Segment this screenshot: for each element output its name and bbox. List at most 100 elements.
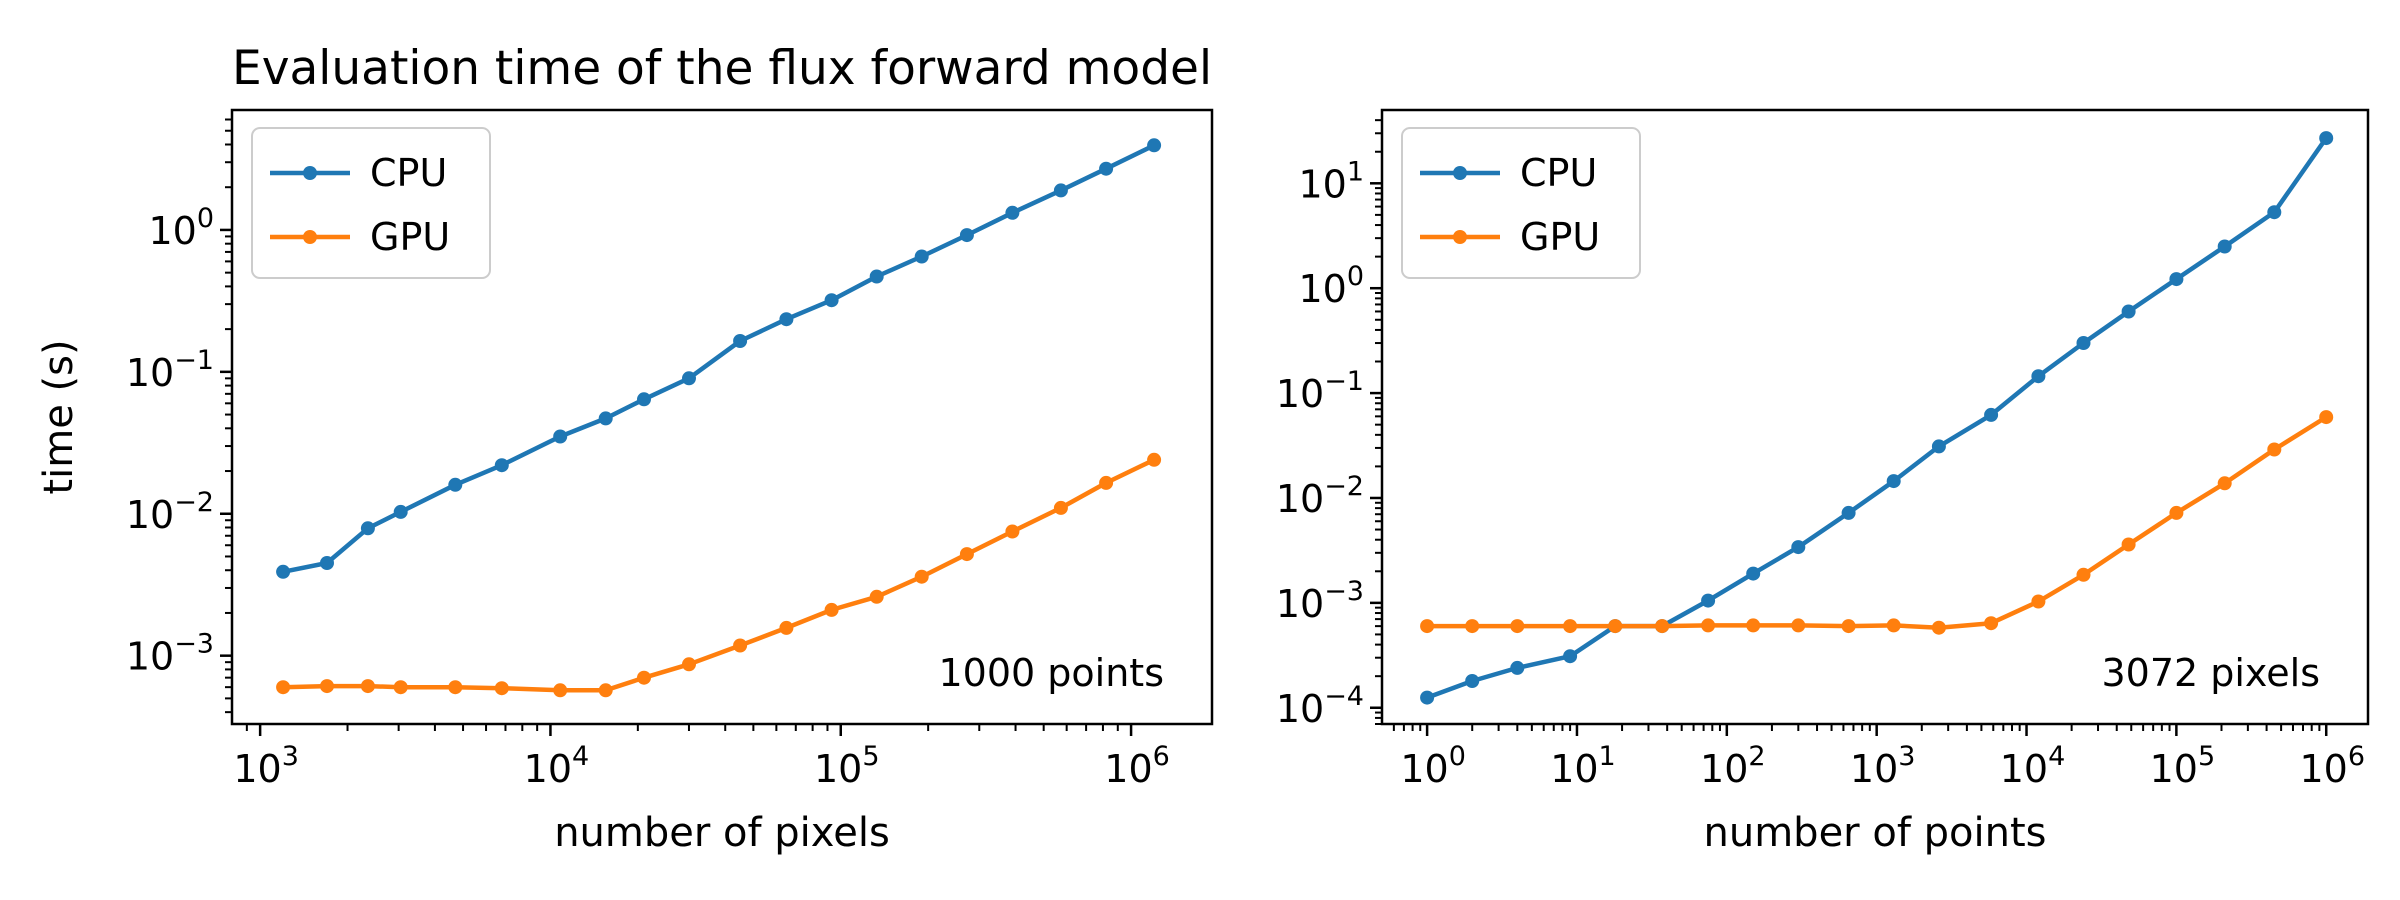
gpu-data-point xyxy=(637,670,651,685)
gpu-data-point xyxy=(1984,616,1999,631)
cpu-data-point xyxy=(637,392,651,407)
gpu-data-point xyxy=(1608,619,1623,634)
x-tick-label: 105 xyxy=(2150,741,2216,791)
cpu-data-point xyxy=(598,411,613,426)
y-tick-label: 10−1 xyxy=(1276,366,1364,416)
cpu-series-line xyxy=(1426,136,2329,700)
y-tick-label: 101 xyxy=(1298,156,1364,206)
gpu-data-point xyxy=(2217,476,2232,491)
cpu-data-point xyxy=(2319,131,2334,146)
gpu-data-point xyxy=(1931,620,1946,635)
gpu-data-point xyxy=(553,683,568,698)
gpu-data-point xyxy=(494,681,509,696)
axes-frame xyxy=(230,108,1214,726)
gpu-data-point xyxy=(779,620,794,635)
cpu-data-point xyxy=(1465,674,1480,688)
gpu-data-point xyxy=(1655,619,1670,634)
cpu-data-point xyxy=(1563,649,1578,664)
gpu-data-point xyxy=(320,679,334,694)
cpu-data-point xyxy=(914,249,929,264)
cpu-data-point xyxy=(360,521,375,536)
cpu-data-point xyxy=(779,312,794,327)
panel-annotation: 3072 pixels xyxy=(2101,651,2320,695)
cpu-data-point xyxy=(1841,505,1856,520)
cpu-data-point xyxy=(1053,183,1068,198)
x-tick-label: 105 xyxy=(814,741,880,791)
x-tick-exponent: 1 xyxy=(1599,741,1616,772)
legend-cpu-marker xyxy=(1453,166,1467,180)
legend-gpu-marker xyxy=(1453,230,1467,244)
x-tick-exponent: 6 xyxy=(1153,741,1170,772)
cpu-data-point xyxy=(733,334,748,348)
legend-gpu-label: GPU xyxy=(370,215,450,259)
cpu-data-point xyxy=(1005,205,1020,220)
gpu-data-point xyxy=(360,679,375,694)
cpu-data-point xyxy=(553,429,568,444)
cpu-data-point xyxy=(2031,369,2046,384)
x-tick-label: 106 xyxy=(1104,741,1170,791)
x-axis-label: number of points xyxy=(1704,810,2047,856)
legend-gpu-label: GPU xyxy=(1520,215,1600,259)
gpu-data-point xyxy=(824,602,839,617)
x-tick-exponent: 3 xyxy=(282,741,299,772)
gpu-data-point xyxy=(1563,619,1578,634)
x-tick-exponent: 2 xyxy=(1748,741,1765,772)
gpu-data-point xyxy=(682,657,696,672)
gpu-data-point xyxy=(1791,618,1806,633)
x-tick-exponent: 5 xyxy=(862,741,879,772)
gpu-data-point xyxy=(1510,619,1525,634)
x-tick-exponent: 3 xyxy=(1898,741,1915,772)
gpu-data-point xyxy=(448,680,463,695)
legend-cpu-label: CPU xyxy=(1520,151,1597,195)
gpu-data-point xyxy=(1465,619,1480,634)
gpu-data-point xyxy=(1099,475,1114,490)
y-tick-exponent: 1 xyxy=(1347,156,1364,187)
x-tick-exponent: 0 xyxy=(1449,741,1466,772)
cpu-data-point xyxy=(494,458,509,473)
cpu-data-point xyxy=(276,564,291,579)
gpu-data-point xyxy=(1005,524,1020,539)
x-tick-exponent: 4 xyxy=(2048,741,2065,772)
y-tick-exponent: −3 xyxy=(1324,576,1364,607)
cpu-data-point xyxy=(2267,205,2282,220)
cpu-data-point xyxy=(869,269,884,284)
gpu-data-point xyxy=(959,547,974,562)
gpu-data-point xyxy=(2267,442,2282,457)
y-tick-label: 10−3 xyxy=(1276,576,1364,626)
gpu-data-point xyxy=(914,569,929,584)
x-tick-label: 104 xyxy=(524,741,590,791)
legend: CPU GPU xyxy=(1401,127,1641,279)
y-tick-exponent: 0 xyxy=(197,203,214,234)
y-tick-label: 100 xyxy=(1298,261,1364,311)
cpu-data-point xyxy=(393,504,408,519)
y-tick-label: 10−2 xyxy=(126,487,214,537)
y-tick-label: 10−1 xyxy=(126,345,214,395)
cpu-data-point xyxy=(1791,540,1806,555)
x-tick-label: 101 xyxy=(1550,741,1616,791)
gpu-data-point xyxy=(276,680,291,695)
gpu-data-point xyxy=(2121,537,2136,552)
cpu-data-point xyxy=(1510,660,1525,675)
cpu-data-point xyxy=(2121,304,2136,319)
x-tick-label: 102 xyxy=(1700,741,1766,791)
gpu-data-point xyxy=(1841,619,1856,634)
y-tick-label: 10−2 xyxy=(1276,471,1364,521)
cpu-data-point xyxy=(959,228,974,243)
y-tick-exponent: −1 xyxy=(1324,366,1364,397)
gpu-data-point xyxy=(1053,500,1068,515)
cpu-data-point xyxy=(1420,690,1435,705)
y-tick-exponent: −4 xyxy=(1324,681,1364,712)
gpu-data-point xyxy=(1420,619,1435,634)
cpu-data-point xyxy=(1984,407,1999,422)
cpu-data-point xyxy=(1099,161,1114,176)
cpu-data-point xyxy=(448,477,463,492)
cpu-data-point xyxy=(2076,336,2091,350)
y-tick-label: 10−4 xyxy=(1276,681,1364,731)
pixels-panel: 103 104 105 106 10−3 10−2 10−1 100 number of pix… xyxy=(36,108,1214,856)
x-axis-label: number of pixels xyxy=(554,810,890,856)
gpu-data-point xyxy=(598,683,613,698)
cpu-data-point xyxy=(1886,474,1901,489)
y-tick-exponent: −1 xyxy=(174,345,214,376)
legend-cpu-label: CPU xyxy=(370,151,447,195)
cpu-data-point xyxy=(1746,566,1761,581)
